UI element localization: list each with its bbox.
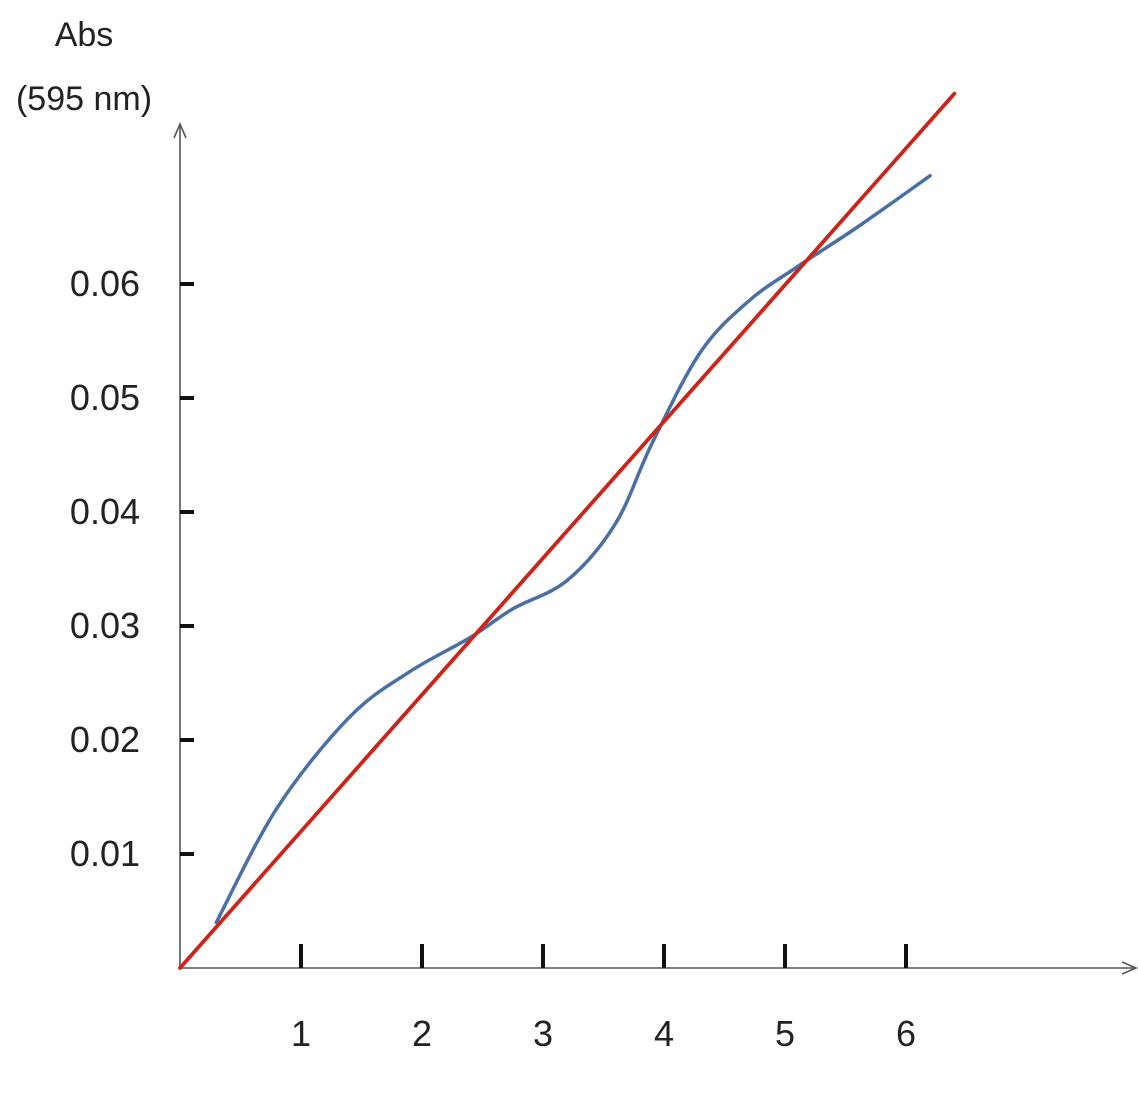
x-tick-label: 6 <box>896 1013 916 1054</box>
linear-fit-line <box>178 91 957 970</box>
x-tick-label: 4 <box>654 1013 674 1054</box>
x-axis-arrow <box>1121 961 1138 975</box>
data-curve-line <box>214 173 932 925</box>
y-tick-label: 0.04 <box>70 491 140 532</box>
tick-layer: 0.01 0.02 0.03 0.04 0.05 0.06 1 2 3 4 5 6 <box>70 263 916 1054</box>
y-tick-label: 0.02 <box>70 719 140 760</box>
y-tick-label: 0.01 <box>70 833 140 874</box>
y-tick-label: 0.05 <box>70 377 140 418</box>
y-tick-label: 0.03 <box>70 605 140 646</box>
y-axis-label-line2: (595 nm) <box>16 80 152 118</box>
y-tick-label: 0.06 <box>70 263 140 304</box>
x-tick-label: 5 <box>775 1013 795 1054</box>
y-axis-label-line1: Abs <box>55 16 114 54</box>
x-tick-label: 1 <box>291 1013 311 1054</box>
x-tick-label: 2 <box>412 1013 432 1054</box>
y-axis-arrow <box>173 121 187 139</box>
x-tick-label: 3 <box>533 1013 553 1054</box>
series-layer <box>178 91 957 970</box>
